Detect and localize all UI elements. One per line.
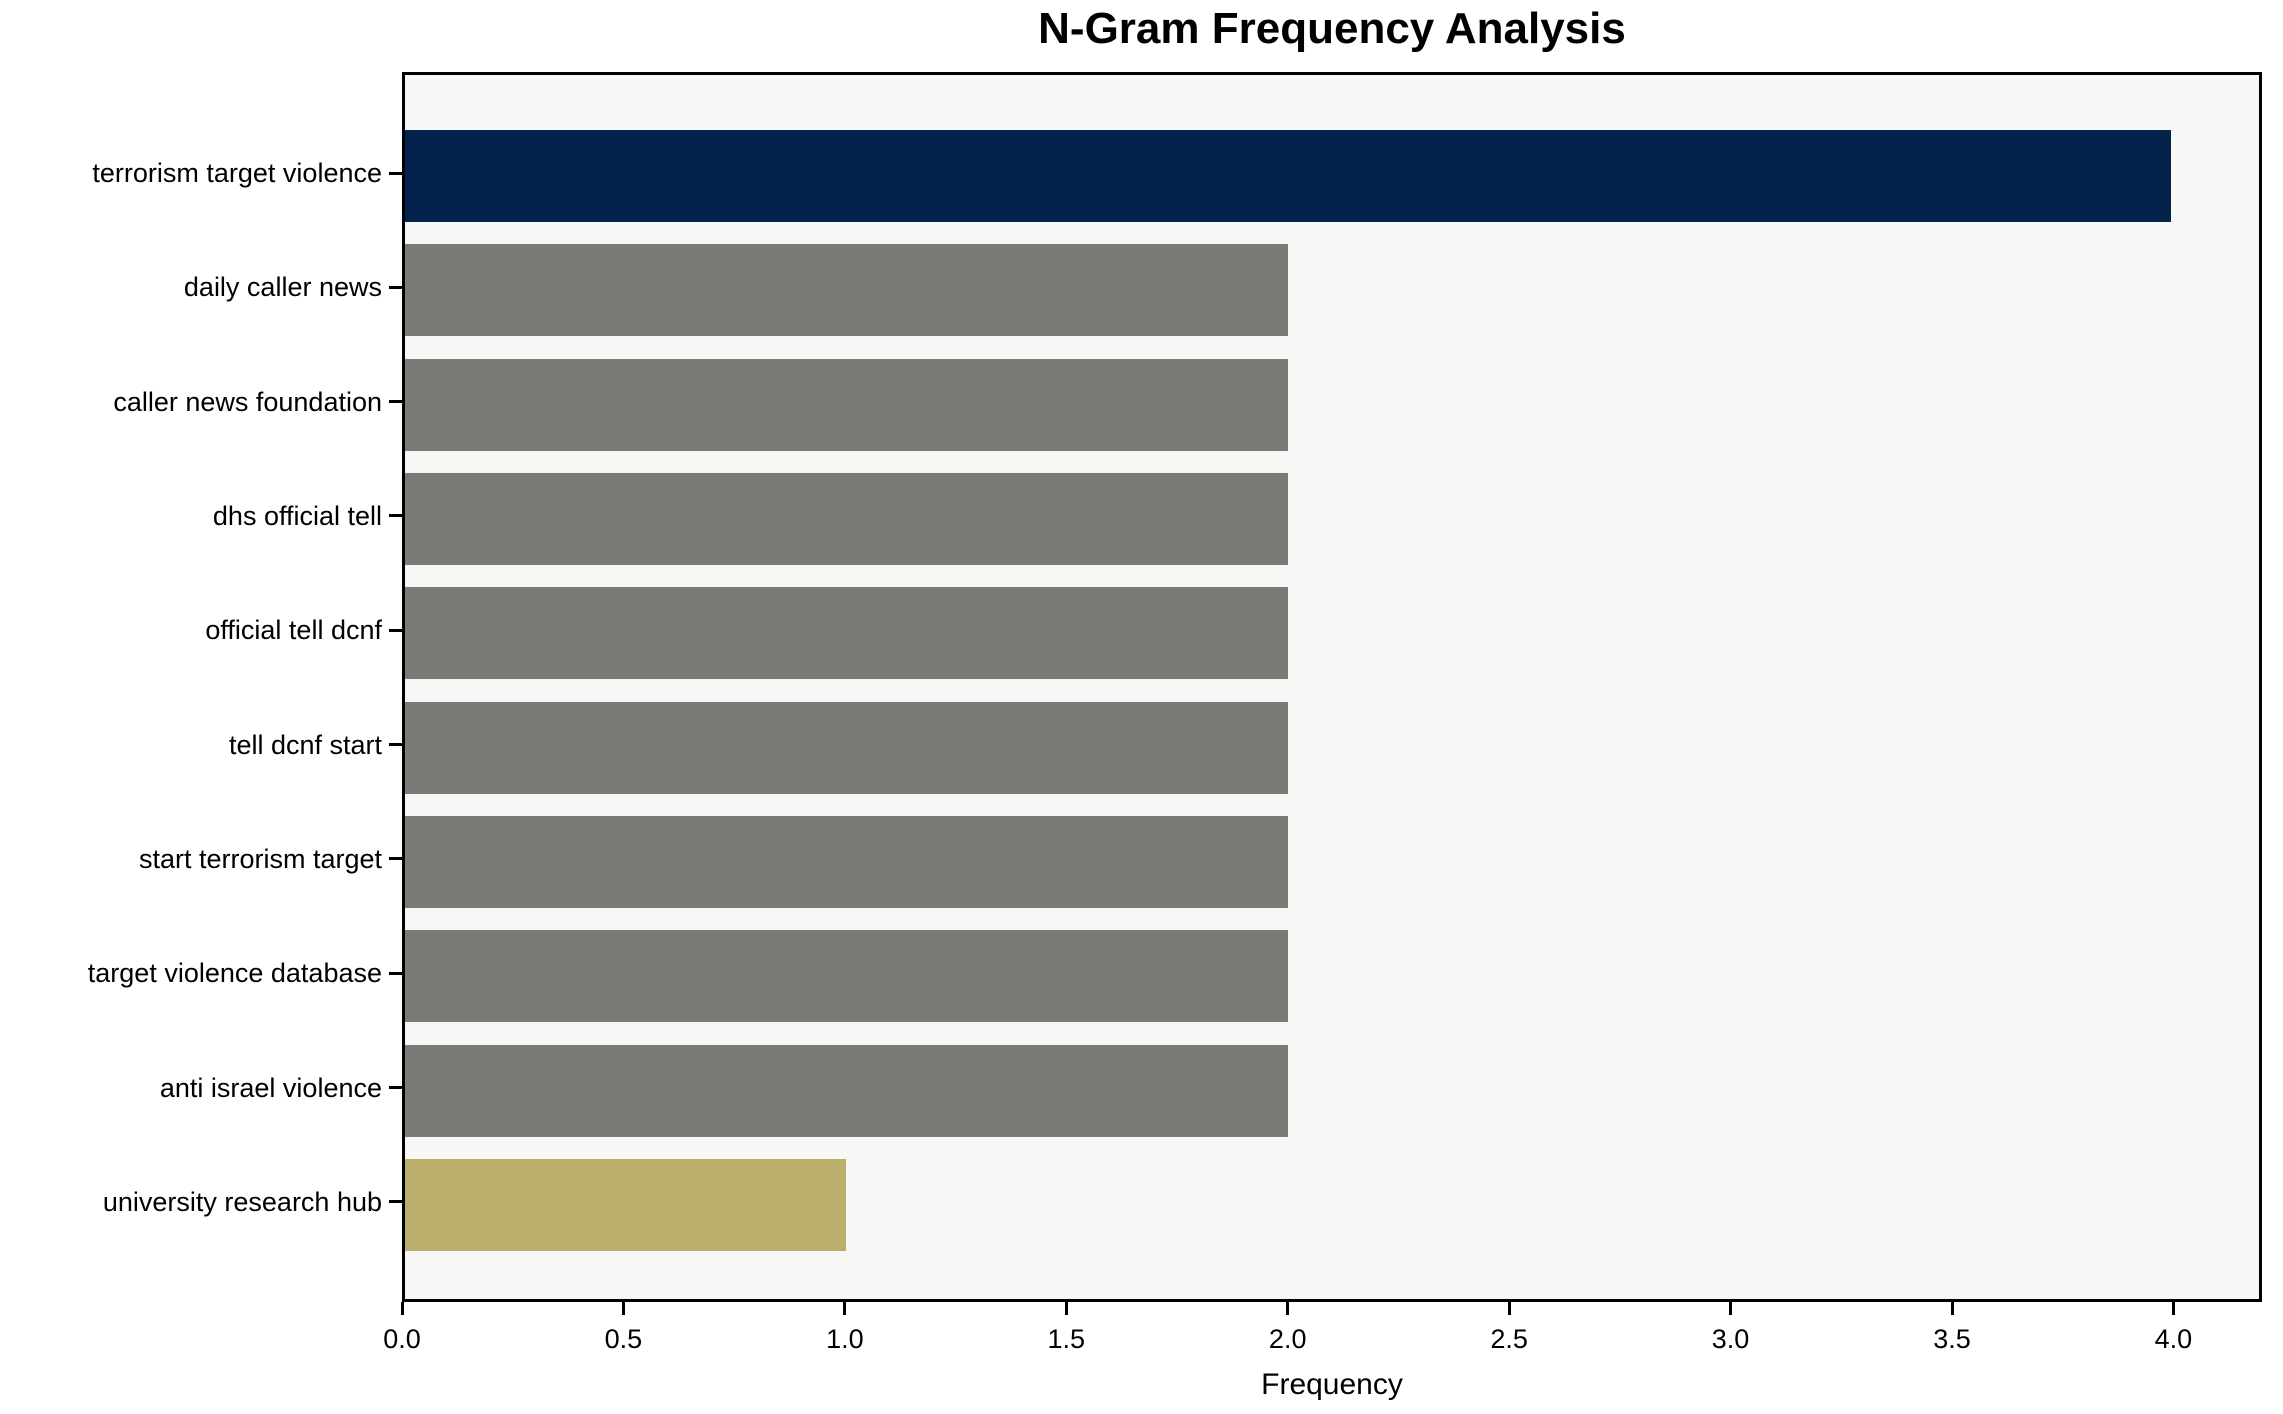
x-tick-label: 2.5 (1490, 1324, 1528, 1354)
y-tick-label: daily caller news (183, 272, 382, 303)
x-tick-label: 2.0 (1268, 1324, 1307, 1354)
x-tick (843, 1302, 847, 1315)
bar (405, 358, 1288, 451)
y-tick-label: terrorism target violence (92, 158, 382, 188)
x-tick-label: 0.0 (383, 1324, 421, 1354)
y-tick (389, 628, 402, 632)
x-axis-title: Frequency (1261, 1368, 1403, 1401)
y-tick-label: start terrorism target (138, 843, 382, 874)
x-tick (400, 1302, 404, 1315)
x-tick (1286, 1302, 1290, 1315)
y-tick-label: caller news foundation (113, 386, 382, 417)
y-tick (389, 514, 402, 518)
y-tick (389, 743, 402, 747)
x-tick (621, 1302, 625, 1315)
bar (405, 244, 1288, 337)
bar (405, 587, 1288, 680)
plot-area (402, 72, 2262, 1302)
x-tick (1064, 1302, 1068, 1315)
bar (405, 701, 1288, 794)
y-tick (389, 400, 402, 404)
y-tick-label: tell dcnf start (228, 729, 382, 760)
bar (405, 130, 2171, 222)
y-tick (389, 971, 402, 975)
y-tick (389, 857, 402, 861)
x-tick-label: 3.5 (1933, 1324, 1971, 1354)
y-axis-labels: terrorism target violence daily caller ne… (0, 72, 382, 1302)
y-tick-label: anti israel violence (159, 1072, 382, 1103)
y-tick-label: official tell dcnf (205, 615, 382, 646)
x-tick-label: 1.5 (1047, 1324, 1086, 1354)
y-tick (389, 1200, 402, 1204)
x-tick (2171, 1302, 2175, 1315)
bar (405, 1158, 847, 1251)
y-tick-label: target violence database (87, 958, 382, 989)
chart-title: N-Gram Frequency Analysis (1038, 4, 1626, 53)
y-tick (389, 171, 402, 175)
x-tick (1729, 1302, 1733, 1315)
x-tick (1950, 1302, 1954, 1315)
x-tick-label: 3.0 (1711, 1324, 1750, 1354)
x-tick (1507, 1302, 1511, 1315)
x-tick-label: 4.0 (2154, 1324, 2193, 1354)
bar (405, 472, 1288, 565)
y-tick (389, 1086, 402, 1090)
bar (405, 1044, 1288, 1137)
x-tick-label: 0.5 (604, 1324, 643, 1354)
bar (405, 930, 1288, 1023)
y-tick-label: university research hub (102, 1186, 382, 1217)
y-tick-label: dhs official tell (212, 500, 382, 531)
bar (405, 815, 1288, 908)
y-tick (389, 285, 402, 289)
x-tick-label: 1.0 (826, 1324, 864, 1354)
